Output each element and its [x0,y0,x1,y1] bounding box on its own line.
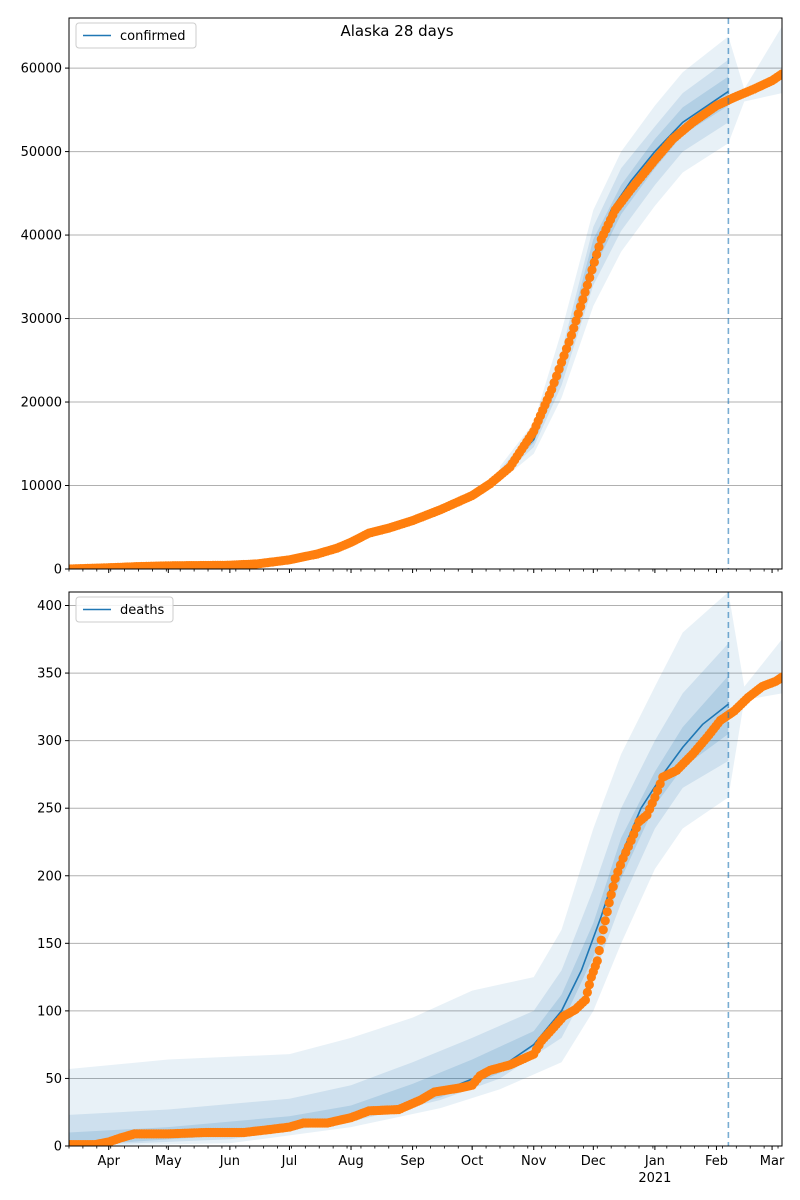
x-tick-label: Jul [281,1154,298,1169]
legend-label: deaths [120,603,165,618]
observed-point [608,881,618,892]
observed-point [585,272,595,283]
observed-point [580,287,590,297]
observed-point [592,956,602,966]
x-tick-label: Sep [400,1154,425,1169]
chart-title: Alaska 28 days [340,22,453,40]
observed-point [606,890,616,900]
legend-box [75,22,197,49]
y-tick-label: 60000 [21,62,62,77]
deaths-panel: 0 50 100 150 200 250 300 350 400 Apr May Jun Jul Aug S… [37,591,785,1186]
uncertainty-band-outer [499,26,782,482]
legend-box [75,596,174,623]
observed-point [596,935,606,945]
x-tick-label: Nov [521,1154,547,1169]
confirmed-panel: 0 10000 20000 30000 40000 50000 60000 confirmed [21,17,783,578]
legend: confirmed [75,22,197,49]
plot-area [69,26,782,569]
observed-point [575,302,586,312]
observed-point [580,995,590,1005]
x-year-label: 2021 [638,1171,671,1186]
y-tick-label: 20000 [21,396,62,411]
y-tick-label: 400 [37,599,62,614]
observed-point [589,257,599,267]
y-tick-label: 300 [37,734,62,749]
observed-point [587,265,597,275]
x-tick-label: Jun [219,1154,240,1169]
y-tick-label: 0 [54,563,62,578]
x-tick-label: Dec [581,1154,606,1169]
observed-point [569,323,579,333]
observed-point [777,672,782,682]
x-tick-label: Aug [338,1154,363,1169]
observed-point [598,925,608,935]
y-tick-label: 250 [37,802,62,817]
x-tick-label: May [155,1154,182,1169]
y-tick-label: 10000 [21,479,62,494]
plot-area [69,592,782,1146]
y-tick-label: 150 [37,937,62,952]
y-tick-label: 40000 [21,229,62,244]
uncertainty-band-outer [69,592,782,1146]
legend-label: confirmed [120,29,186,44]
observed-point [584,980,594,990]
axes-frame [68,17,783,570]
y-tick-label: 50000 [21,145,62,160]
observed-point [594,242,604,252]
observed-point [604,898,614,908]
legend: deaths [75,596,174,623]
x-tick-label: Jan [644,1154,665,1169]
observed-point [573,309,583,319]
y-tick-label: 350 [37,667,62,682]
y-tick-label: 100 [37,1004,62,1019]
observed-point [566,330,577,340]
x-tick-label: Feb [705,1154,728,1169]
x-tick-label: Mar [760,1154,785,1169]
x-tick-label: Oct [461,1154,483,1169]
observed-point [578,294,588,305]
axes-frame [68,591,783,1147]
observed-point [582,987,592,998]
x-tick-label: Apr [97,1154,120,1169]
observed-point [777,69,782,79]
observed-point [571,316,581,326]
y-tick-label: 50 [45,1072,62,1087]
y-tick-label: 200 [37,869,62,884]
y-tick-label: 0 [54,1140,62,1155]
observed-point [594,945,604,956]
observed-point [592,249,602,260]
y-tick-label: 30000 [21,312,62,327]
observed-point [600,916,610,926]
observed-point [602,907,612,917]
observed-point [582,280,592,290]
